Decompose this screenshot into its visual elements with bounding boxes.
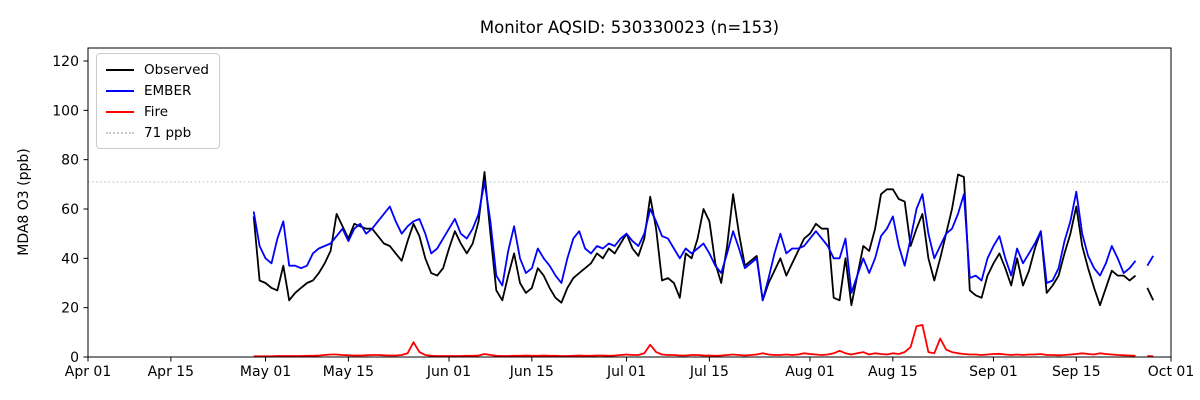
legend-item-threshold: 71 ppb <box>106 124 209 141</box>
series-line-fire <box>253 323 1136 358</box>
ember-line-swatch <box>106 89 134 92</box>
fire-line-swatch <box>106 110 134 113</box>
x-tick-label: Jun 01 <box>426 364 471 380</box>
x-tick-label: Apr 15 <box>148 364 194 380</box>
x-tick-label: Sep 15 <box>1052 364 1101 380</box>
series-line-observed <box>252 171 1137 307</box>
y-tick-label: 120 <box>52 54 79 70</box>
observed-line-swatch <box>106 68 134 71</box>
plot-border <box>87 47 1172 358</box>
legend-label-observed: Observed <box>144 61 209 78</box>
legend-label-ember: EMBER <box>144 82 192 99</box>
y-tick-label: 20 <box>61 301 79 317</box>
series-line-ember <box>1146 255 1154 267</box>
legend-label-fire: Fire <box>144 103 169 120</box>
x-tick-label: Jul 15 <box>689 364 729 380</box>
legend-item-fire: Fire <box>106 103 209 120</box>
series-line-observed <box>1146 287 1155 301</box>
x-tick-label: Apr 01 <box>65 364 111 380</box>
y-tick-label: 40 <box>61 251 79 267</box>
legend: Observed EMBER Fire 71 ppb <box>96 53 220 149</box>
chart-title: Monitor AQSID: 530330023 (n=153) <box>479 18 780 37</box>
x-tick-label: Oct 01 <box>1148 364 1194 380</box>
x-tick-label: Aug 01 <box>785 364 835 380</box>
y-tick-label: 80 <box>61 153 79 169</box>
x-tick-label: May 01 <box>240 364 291 380</box>
legend-item-ember: EMBER <box>106 82 209 99</box>
series-line-ember <box>252 180 1137 302</box>
x-tick-label: Sep 01 <box>969 364 1018 380</box>
threshold-line-swatch <box>106 131 134 134</box>
y-tick-label: 60 <box>61 202 79 218</box>
x-tick-label: Jul 01 <box>606 364 646 380</box>
y-tick-label: 0 <box>70 350 79 366</box>
y-tick-label: 100 <box>52 103 79 119</box>
x-tick-label: Aug 15 <box>868 364 918 380</box>
x-tick-label: Jun 15 <box>509 364 554 380</box>
legend-item-observed: Observed <box>106 61 209 78</box>
x-tick-label: May 15 <box>323 364 374 380</box>
legend-label-threshold: 71 ppb <box>144 124 192 141</box>
